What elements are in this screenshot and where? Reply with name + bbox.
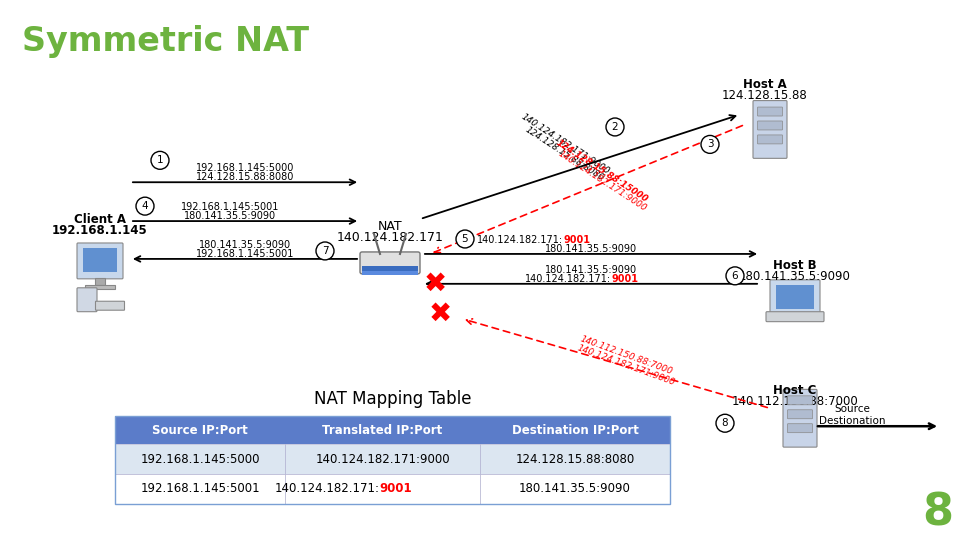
FancyBboxPatch shape xyxy=(77,288,97,312)
FancyBboxPatch shape xyxy=(115,416,285,444)
Text: Source IP:Port: Source IP:Port xyxy=(152,424,248,437)
Text: 140.124.182.171:: 140.124.182.171: xyxy=(477,235,563,245)
Circle shape xyxy=(726,267,744,285)
Text: 192.168.1.145:5001: 192.168.1.145:5001 xyxy=(180,202,279,212)
FancyBboxPatch shape xyxy=(766,312,824,322)
FancyBboxPatch shape xyxy=(285,474,480,504)
FancyBboxPatch shape xyxy=(757,135,782,144)
Text: 140.124.182.171:9000: 140.124.182.171:9000 xyxy=(557,149,648,213)
Text: 140.124.182.171:9000: 140.124.182.171:9000 xyxy=(315,453,450,465)
Text: 8: 8 xyxy=(722,418,729,428)
Text: Host C: Host C xyxy=(774,384,817,397)
FancyBboxPatch shape xyxy=(783,389,817,447)
FancyBboxPatch shape xyxy=(285,444,480,474)
Circle shape xyxy=(316,242,334,260)
Text: NAT: NAT xyxy=(377,220,402,233)
FancyBboxPatch shape xyxy=(115,474,285,504)
Text: 140.124.182.171:9000: 140.124.182.171:9000 xyxy=(519,112,611,176)
FancyBboxPatch shape xyxy=(757,121,782,130)
Text: Host A: Host A xyxy=(743,78,787,91)
FancyBboxPatch shape xyxy=(362,266,418,271)
Text: 124.128.15.88:8080: 124.128.15.88:8080 xyxy=(196,172,294,183)
Text: Translated IP:Port: Translated IP:Port xyxy=(323,424,443,437)
Text: ✖: ✖ xyxy=(423,270,446,298)
Text: 7: 7 xyxy=(322,246,328,256)
Text: Destination IP:Port: Destination IP:Port xyxy=(512,424,638,437)
Text: 180.141.35.5:9090: 180.141.35.5:9090 xyxy=(739,271,851,284)
Text: 180.141.35.5:9090: 180.141.35.5:9090 xyxy=(184,211,276,221)
Text: 140.124.182.171:: 140.124.182.171: xyxy=(275,482,379,496)
FancyBboxPatch shape xyxy=(480,416,670,444)
Text: 180.141.35.5:9090: 180.141.35.5:9090 xyxy=(519,482,631,496)
FancyBboxPatch shape xyxy=(95,278,105,285)
FancyBboxPatch shape xyxy=(787,396,812,405)
Text: 140.112.150.88:7000: 140.112.150.88:7000 xyxy=(579,335,674,376)
Text: 180.141.35.5:9090: 180.141.35.5:9090 xyxy=(199,240,291,250)
Circle shape xyxy=(606,118,624,136)
Circle shape xyxy=(136,197,154,215)
Text: 6: 6 xyxy=(732,271,738,281)
Text: Host B: Host B xyxy=(773,259,817,272)
FancyBboxPatch shape xyxy=(360,252,420,274)
Text: 8: 8 xyxy=(923,491,953,535)
Text: 140.124.182.171:9000: 140.124.182.171:9000 xyxy=(576,343,676,387)
Text: Client A: Client A xyxy=(74,213,126,226)
Text: 192.168.1.145:5001: 192.168.1.145:5001 xyxy=(196,249,294,259)
FancyBboxPatch shape xyxy=(480,474,670,504)
FancyBboxPatch shape xyxy=(83,248,117,272)
Text: 3: 3 xyxy=(707,139,713,150)
FancyBboxPatch shape xyxy=(480,444,670,474)
Circle shape xyxy=(456,230,474,248)
Text: ✖: ✖ xyxy=(428,300,451,328)
Text: Symmetric NAT: Symmetric NAT xyxy=(22,25,309,58)
Text: NAT Mapping Table: NAT Mapping Table xyxy=(314,390,471,408)
FancyBboxPatch shape xyxy=(757,107,782,116)
Text: 9001: 9001 xyxy=(563,235,590,245)
FancyBboxPatch shape xyxy=(787,410,812,418)
Text: 140.112.150.88:7000: 140.112.150.88:7000 xyxy=(732,395,858,408)
Text: 140.124.182.171:: 140.124.182.171: xyxy=(525,274,611,284)
Text: 192.168.1.145:5001: 192.168.1.145:5001 xyxy=(140,482,260,496)
Text: 180.141.35.5:9090: 180.141.35.5:9090 xyxy=(545,265,637,275)
FancyBboxPatch shape xyxy=(362,271,418,275)
Text: 2: 2 xyxy=(612,122,618,132)
FancyBboxPatch shape xyxy=(770,280,820,314)
Text: 9001: 9001 xyxy=(379,482,412,496)
Text: 5: 5 xyxy=(462,234,468,244)
Circle shape xyxy=(716,414,734,432)
Text: 9001: 9001 xyxy=(611,274,638,284)
Text: 140.124.182.171: 140.124.182.171 xyxy=(337,231,444,244)
Text: 124.128.15.88: 124.128.15.88 xyxy=(722,89,808,102)
Text: 124.128.15.88:8080: 124.128.15.88:8080 xyxy=(516,453,635,465)
FancyBboxPatch shape xyxy=(115,444,285,474)
FancyBboxPatch shape xyxy=(787,424,812,433)
Circle shape xyxy=(151,151,169,170)
Text: 192.168.1.145:5000: 192.168.1.145:5000 xyxy=(140,453,260,465)
FancyBboxPatch shape xyxy=(95,301,125,310)
FancyBboxPatch shape xyxy=(776,285,814,309)
FancyBboxPatch shape xyxy=(77,243,123,279)
Text: 4: 4 xyxy=(142,201,148,211)
Text: 1: 1 xyxy=(156,156,163,165)
Text: 192.168.1.145: 192.168.1.145 xyxy=(52,224,148,237)
Text: Source
Destionation: Source Destionation xyxy=(819,404,885,426)
Text: 124.128.15.88:15000: 124.128.15.88:15000 xyxy=(555,138,650,204)
FancyBboxPatch shape xyxy=(285,416,480,444)
Text: 124.128.15.88:8080: 124.128.15.88:8080 xyxy=(524,125,606,183)
FancyBboxPatch shape xyxy=(85,285,115,289)
FancyBboxPatch shape xyxy=(753,100,787,158)
Circle shape xyxy=(701,136,719,153)
Text: 180.141.35.5:9090: 180.141.35.5:9090 xyxy=(545,244,637,254)
Text: 192.168.1.145:5000: 192.168.1.145:5000 xyxy=(196,163,294,173)
